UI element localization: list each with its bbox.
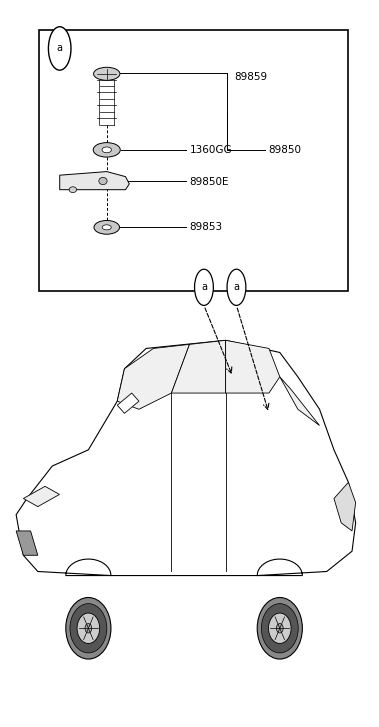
Text: 89859: 89859: [235, 73, 268, 82]
Text: 89850E: 89850E: [190, 177, 229, 188]
Polygon shape: [23, 486, 60, 507]
Ellipse shape: [77, 613, 100, 643]
Circle shape: [194, 269, 213, 305]
Ellipse shape: [102, 147, 111, 153]
Polygon shape: [16, 531, 38, 555]
Text: 89853: 89853: [190, 222, 222, 233]
Text: 89850: 89850: [268, 145, 302, 155]
Text: 1360GG: 1360GG: [190, 145, 232, 155]
Ellipse shape: [262, 603, 298, 653]
Ellipse shape: [94, 220, 119, 234]
Circle shape: [227, 269, 246, 305]
Polygon shape: [226, 340, 280, 393]
Text: a: a: [233, 282, 240, 292]
Ellipse shape: [70, 603, 107, 653]
Polygon shape: [16, 340, 356, 576]
Ellipse shape: [85, 624, 92, 633]
Ellipse shape: [257, 598, 302, 659]
Ellipse shape: [93, 142, 120, 157]
Polygon shape: [280, 377, 319, 425]
Polygon shape: [117, 345, 190, 409]
Ellipse shape: [268, 613, 291, 643]
Circle shape: [49, 27, 71, 71]
Ellipse shape: [66, 598, 111, 659]
Polygon shape: [60, 172, 129, 190]
Text: a: a: [57, 44, 63, 54]
Ellipse shape: [94, 68, 120, 80]
Text: a: a: [201, 282, 207, 292]
Polygon shape: [117, 393, 139, 414]
FancyBboxPatch shape: [39, 31, 348, 291]
Ellipse shape: [69, 187, 77, 193]
Ellipse shape: [102, 225, 111, 230]
Ellipse shape: [99, 177, 107, 185]
Ellipse shape: [276, 624, 283, 633]
Polygon shape: [171, 340, 226, 393]
Polygon shape: [334, 482, 356, 531]
